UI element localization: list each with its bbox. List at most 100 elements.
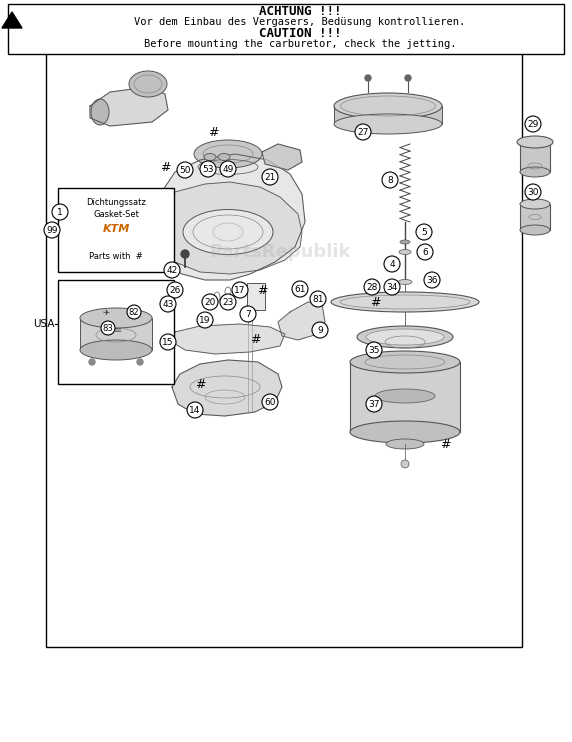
Polygon shape bbox=[90, 87, 168, 126]
Text: 29: 29 bbox=[527, 119, 539, 128]
Circle shape bbox=[101, 321, 115, 335]
Ellipse shape bbox=[218, 154, 230, 160]
Circle shape bbox=[181, 250, 189, 258]
Circle shape bbox=[89, 359, 95, 365]
Text: 61: 61 bbox=[294, 284, 306, 294]
Text: 21: 21 bbox=[264, 172, 276, 182]
Text: 14: 14 bbox=[189, 405, 201, 415]
Ellipse shape bbox=[517, 136, 553, 148]
Circle shape bbox=[220, 294, 236, 310]
Ellipse shape bbox=[350, 351, 460, 373]
Text: CAUTION !!!: CAUTION !!! bbox=[259, 27, 341, 39]
Text: 53: 53 bbox=[202, 165, 214, 174]
Circle shape bbox=[44, 222, 60, 238]
Ellipse shape bbox=[129, 71, 167, 97]
Text: 26: 26 bbox=[169, 286, 181, 295]
Ellipse shape bbox=[399, 249, 411, 255]
Polygon shape bbox=[150, 154, 305, 280]
Circle shape bbox=[384, 279, 400, 295]
Circle shape bbox=[310, 291, 326, 307]
Circle shape bbox=[312, 322, 328, 338]
Text: #: # bbox=[440, 438, 450, 450]
Circle shape bbox=[220, 161, 236, 177]
Circle shape bbox=[52, 204, 68, 220]
Ellipse shape bbox=[194, 140, 262, 168]
Ellipse shape bbox=[331, 292, 479, 312]
FancyBboxPatch shape bbox=[520, 142, 550, 172]
Polygon shape bbox=[278, 302, 325, 340]
Text: Vor dem Einbau des Vergasers, Bedüsung kontrollieren.: Vor dem Einbau des Vergasers, Bedüsung k… bbox=[134, 17, 466, 27]
Text: 19: 19 bbox=[199, 315, 210, 324]
FancyBboxPatch shape bbox=[247, 283, 265, 310]
Circle shape bbox=[262, 394, 278, 410]
Circle shape bbox=[401, 460, 409, 468]
Circle shape bbox=[417, 244, 433, 260]
Text: 15: 15 bbox=[162, 338, 174, 347]
Ellipse shape bbox=[334, 93, 442, 119]
Text: 9: 9 bbox=[317, 326, 323, 335]
Polygon shape bbox=[172, 360, 282, 416]
Text: 4: 4 bbox=[389, 260, 395, 269]
Text: ✈: ✈ bbox=[102, 307, 109, 317]
Ellipse shape bbox=[375, 389, 435, 403]
Circle shape bbox=[197, 312, 213, 328]
Circle shape bbox=[292, 281, 308, 297]
Text: Gasket-Set: Gasket-Set bbox=[93, 209, 139, 218]
Circle shape bbox=[167, 282, 183, 298]
Text: Before mounting the carburetor, check the jetting.: Before mounting the carburetor, check th… bbox=[144, 39, 456, 49]
FancyBboxPatch shape bbox=[80, 318, 152, 350]
Circle shape bbox=[164, 262, 180, 278]
Polygon shape bbox=[172, 324, 285, 354]
Text: 60: 60 bbox=[264, 398, 276, 407]
Circle shape bbox=[366, 396, 382, 412]
Ellipse shape bbox=[400, 240, 410, 244]
Text: 49: 49 bbox=[223, 165, 234, 174]
Text: 83: 83 bbox=[102, 324, 113, 332]
FancyBboxPatch shape bbox=[46, 12, 522, 647]
Ellipse shape bbox=[398, 280, 412, 284]
Circle shape bbox=[137, 359, 143, 365]
Circle shape bbox=[127, 305, 141, 319]
Polygon shape bbox=[155, 182, 302, 274]
Text: 50: 50 bbox=[179, 165, 190, 174]
Text: 81: 81 bbox=[312, 295, 324, 303]
Circle shape bbox=[187, 402, 203, 418]
Ellipse shape bbox=[520, 167, 550, 177]
Circle shape bbox=[382, 172, 398, 188]
Text: 82: 82 bbox=[129, 307, 140, 317]
Ellipse shape bbox=[80, 340, 152, 360]
Ellipse shape bbox=[334, 114, 442, 134]
Ellipse shape bbox=[357, 326, 453, 348]
Circle shape bbox=[177, 162, 193, 178]
Text: Dichtungssatz: Dichtungssatz bbox=[86, 197, 146, 206]
Text: 7: 7 bbox=[245, 309, 251, 318]
Text: #: # bbox=[208, 125, 219, 139]
Circle shape bbox=[364, 279, 380, 295]
FancyBboxPatch shape bbox=[350, 362, 460, 432]
Text: ACHTUNG !!!: ACHTUNG !!! bbox=[259, 4, 341, 18]
Text: 8: 8 bbox=[387, 176, 393, 185]
Text: 27: 27 bbox=[358, 128, 369, 137]
Text: KTM: KTM bbox=[102, 224, 130, 234]
Polygon shape bbox=[2, 12, 22, 28]
Circle shape bbox=[355, 124, 371, 140]
Circle shape bbox=[160, 296, 176, 312]
Circle shape bbox=[525, 184, 541, 200]
Circle shape bbox=[405, 75, 411, 81]
Ellipse shape bbox=[386, 439, 424, 449]
Text: 17: 17 bbox=[235, 286, 246, 295]
Text: 20: 20 bbox=[204, 298, 216, 306]
Text: #: # bbox=[194, 378, 205, 390]
Ellipse shape bbox=[91, 99, 109, 125]
Text: 43: 43 bbox=[162, 300, 174, 309]
Text: 34: 34 bbox=[386, 283, 398, 292]
Text: 37: 37 bbox=[368, 399, 380, 409]
Text: 28: 28 bbox=[366, 283, 378, 292]
FancyBboxPatch shape bbox=[8, 4, 564, 54]
Text: #: # bbox=[370, 295, 380, 309]
Text: 99: 99 bbox=[46, 226, 58, 234]
Circle shape bbox=[160, 334, 176, 350]
Text: 35: 35 bbox=[368, 346, 380, 355]
Text: 42: 42 bbox=[166, 266, 178, 275]
Circle shape bbox=[202, 294, 218, 310]
